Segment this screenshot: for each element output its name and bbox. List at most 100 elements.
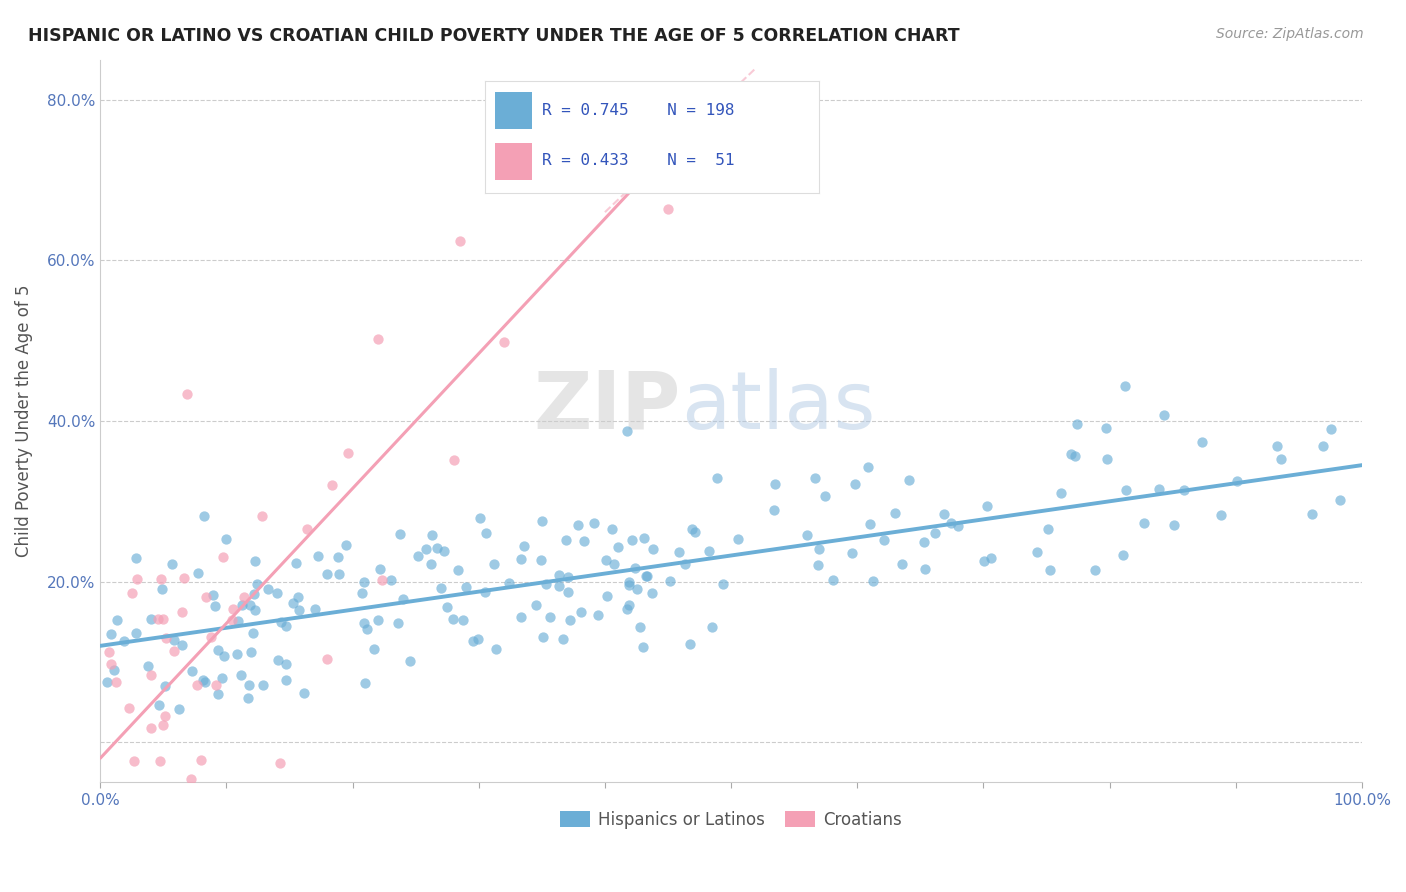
Point (155, 631, 177, 645)
Point (980, 551, 1002, 566)
Point (103, 663, 125, 677)
Point (94, 803, 117, 817)
Point (153, 679, 176, 693)
Point (600, 522, 623, 536)
Point (139, 668, 162, 682)
Point (200, 630, 222, 644)
Point (436, 600, 458, 615)
Point (859, 517, 882, 532)
Point (897, 473, 920, 487)
Point (132, 786, 155, 800)
Point (98, 645, 121, 659)
Point (619, 578, 641, 592)
Point (1112, 548, 1135, 562)
Point (602, 557, 624, 571)
Point (934, 507, 956, 521)
Point (762, 502, 785, 516)
Point (557, 570, 579, 584)
Point (152, 718, 174, 732)
Point (475, 525, 498, 540)
Point (214, 648, 236, 663)
Point (1301, 507, 1323, 521)
Point (841, 546, 863, 560)
Point (633, 640, 655, 655)
Point (484, 642, 506, 657)
Point (443, 452, 465, 467)
Text: HISPANIC OR LATINO VS CROATIAN CHILD POVERTY UNDER THE AGE OF 5 CORRELATION CHAR: HISPANIC OR LATINO VS CROATIAN CHILD POV… (28, 27, 960, 45)
Point (173, 571, 195, 585)
Point (191, 673, 214, 688)
Point (1114, 378, 1136, 392)
Point (149, 754, 172, 768)
Point (186, 678, 208, 692)
Point (141, 783, 163, 797)
Text: ZIP: ZIP (533, 368, 681, 445)
Point (243, 554, 266, 568)
Y-axis label: Child Poverty Under the Age of 5: Child Poverty Under the Age of 5 (15, 285, 32, 558)
Point (162, 557, 184, 571)
Point (890, 557, 912, 571)
Point (844, 477, 866, 491)
Point (335, 538, 357, 552)
Point (136, 659, 159, 673)
Point (238, 678, 260, 692)
Point (534, 577, 557, 591)
Point (387, 616, 409, 631)
Point (569, 605, 592, 619)
Point (530, 553, 553, 567)
Point (560, 613, 582, 627)
Point (763, 477, 786, 491)
Point (367, 613, 389, 627)
Point (586, 608, 609, 623)
Point (363, 642, 385, 657)
Point (659, 574, 682, 588)
Point (307, 549, 329, 563)
Point (239, 599, 262, 613)
Point (595, 552, 617, 566)
Point (807, 558, 830, 572)
Point (679, 637, 702, 651)
Point (1312, 439, 1334, 453)
Point (557, 585, 579, 599)
Point (285, 556, 308, 570)
Point (368, 562, 391, 576)
Point (1066, 417, 1088, 431)
Point (1084, 562, 1107, 576)
Point (163, 644, 186, 658)
Point (146, 612, 169, 626)
Point (287, 590, 309, 604)
Point (551, 632, 574, 647)
Point (124, 754, 146, 768)
Point (454, 580, 477, 594)
Point (231, 668, 253, 682)
Point (181, 664, 204, 678)
Text: atlas: atlas (681, 368, 875, 445)
Point (231, 598, 253, 612)
Point (803, 471, 825, 485)
Point (1191, 435, 1213, 450)
Point (321, 477, 343, 491)
Point (316, 566, 339, 581)
Point (1095, 452, 1118, 467)
Point (221, 613, 243, 627)
Point (201, 588, 224, 602)
Point (1147, 482, 1170, 496)
Point (406, 549, 429, 563)
Point (274, 619, 297, 633)
Point (567, 518, 589, 533)
Point (482, 557, 505, 571)
Point (1095, 421, 1118, 435)
Point (697, 544, 720, 558)
Point (498, 576, 520, 591)
Point (426, 541, 449, 555)
Point (288, 603, 311, 617)
Point (226, 647, 249, 661)
Point (215, 532, 238, 546)
Point (125, 626, 148, 640)
Point (152, 612, 174, 626)
Point (616, 424, 638, 438)
Point (624, 561, 647, 575)
Point (112, 633, 135, 648)
Point (172, 605, 194, 619)
Point (621, 533, 644, 548)
